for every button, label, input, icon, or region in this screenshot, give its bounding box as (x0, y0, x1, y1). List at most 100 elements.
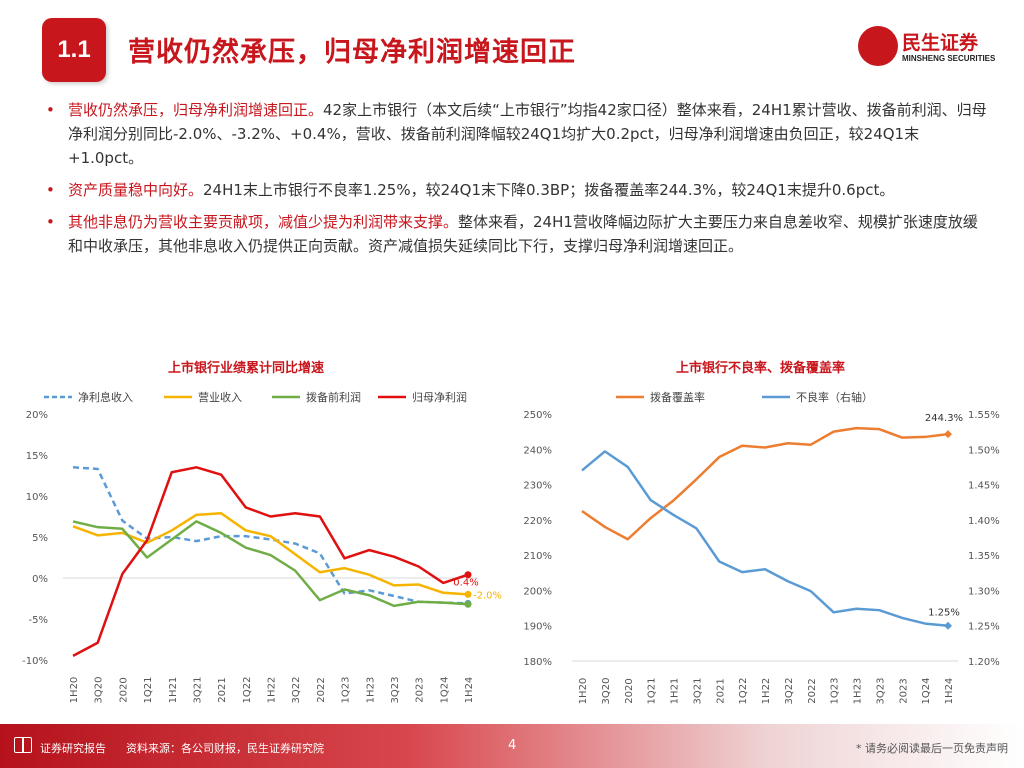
end-point-marker (464, 571, 472, 579)
y-right-tick-label: 1.35% (968, 551, 1000, 562)
x-tick-label: 1Q24 (921, 678, 932, 705)
bullet-heading: 资产质量稳中向好。 (68, 181, 204, 199)
bullet-item: 营收仍然承压，归母净利润增速回正。42家上市银行（本文后续“上市银行”均指42家… (44, 98, 988, 170)
end-point-marker (944, 621, 952, 630)
legend-label: 净利息收入 (78, 390, 133, 404)
page-title: 营收仍然承压，归母净利润增速回正 (128, 37, 576, 68)
y-right-tick-label: 1.55% (968, 410, 1000, 421)
x-tick-label: 2020 (118, 677, 129, 702)
bullet-text: 42家上市银行（本文后续“上市银行”均指42家口径）整体来看，24H1累计营收、… (68, 101, 987, 167)
series-line (72, 466, 469, 605)
legend-label: 拨备覆盖率 (650, 390, 705, 404)
x-tick-label: 2022 (316, 677, 327, 702)
x-tick-label: 1H21 (168, 677, 179, 704)
y-tick-label: 5% (32, 533, 48, 544)
y-tick-label: -5% (29, 615, 48, 626)
legend-label: 归母净利润 (412, 390, 467, 404)
y-right-tick-label: 1.50% (968, 445, 1000, 456)
book-icon (14, 737, 32, 753)
series-line (581, 450, 949, 627)
section-number: 1.1 (57, 36, 91, 63)
x-tick-label: 1H22 (761, 678, 772, 705)
company-logo: 民生证券 MINSHENG SECURITIES (858, 26, 1008, 66)
x-tick-label: 2022 (807, 678, 818, 703)
x-tick-label: 3Q23 (390, 677, 401, 704)
x-tick-label: 1Q23 (341, 677, 352, 704)
legend-label: 拨备前利润 (306, 390, 361, 404)
y-right-tick-label: 1.20% (968, 657, 1000, 668)
y-left-tick-label: 180% (523, 657, 552, 668)
section-badge: 1.1 (42, 18, 106, 82)
y-left-tick-label: 240% (523, 445, 552, 456)
y-right-tick-label: 1.40% (968, 516, 1000, 527)
footer-section: 证券研究报告 (40, 742, 106, 755)
logo-text-cn: 民生证券 (902, 32, 979, 54)
chart1-title: 上市银行业绩累计同比增速 (168, 361, 325, 376)
x-tick-label: 2021 (715, 678, 726, 703)
chart2-title: 上市银行不良率、拨备覆盖率 (676, 361, 846, 376)
series-line (72, 466, 469, 658)
legend-label: 不良率（右轴） (796, 390, 873, 404)
y-right-tick-label: 1.45% (968, 481, 1000, 492)
y-left-tick-label: 230% (523, 481, 552, 492)
x-tick-label: 1Q21 (647, 678, 658, 705)
x-tick-label: 3Q21 (192, 677, 203, 704)
end-point-marker (464, 590, 472, 598)
y-left-tick-label: 210% (523, 551, 552, 562)
bullet-text: 24H1末上市银行不良率1.25%，较24Q1末下降0.3BP；拨备覆盖率244… (203, 181, 895, 199)
x-tick-label: 3Q21 (692, 678, 703, 705)
bullet-heading: 营收仍然承压，归母净利润增速回正。 (68, 101, 324, 119)
data-label: -2.0% (473, 590, 502, 601)
data-label: 244.3% (925, 413, 963, 424)
x-tick-label: 1Q22 (738, 678, 749, 705)
page-number: 4 (508, 738, 517, 753)
x-tick-label: 2020 (624, 678, 635, 703)
logo-mark-icon (858, 26, 898, 66)
x-tick-label: 1H22 (267, 677, 278, 704)
x-tick-label: 1H24 (464, 677, 475, 704)
x-tick-label: 1H24 (944, 678, 955, 705)
bullet-text: 整体来看，24H1营收降幅边际扩大主要压力来自息差收窄、规模扩张速度放缓和中收承… (68, 213, 978, 255)
x-tick-label: 2021 (217, 677, 228, 702)
legend-label: 营业收入 (198, 390, 242, 404)
y-tick-label: 20% (26, 410, 48, 421)
footer-disclaimer: * 请务必阅读最后一页免责声明 (856, 742, 1008, 755)
x-tick-label: 3Q20 (601, 678, 612, 705)
y-tick-label: -10% (22, 656, 48, 667)
x-tick-label: 3Q22 (784, 678, 795, 705)
x-tick-label: 1Q21 (143, 677, 154, 704)
bullet-item: 其他非息仍为营收主要贡献项，减值少提为利润带来支撑。整体来看，24H1营收降幅边… (44, 210, 988, 258)
y-right-tick-label: 1.25% (968, 622, 1000, 633)
bullet-heading: 其他非息仍为营收主要贡献项，减值少提为利润带来支撑。 (68, 213, 459, 231)
bullet-item: 资产质量稳中向好。24H1末上市银行不良率1.25%，较24Q1末下降0.3BP… (44, 178, 988, 202)
x-tick-label: 1Q23 (830, 678, 841, 705)
x-tick-label: 3Q20 (94, 677, 105, 704)
growth-chart: 净利息收入 营业收入 拨备前利润 归母净利润 20% 15% 10% 5% 0% -5% -10% 1… (22, 390, 502, 704)
y-left-tick-label: 220% (523, 516, 552, 527)
x-tick-label: 3Q23 (875, 678, 886, 705)
end-point-marker (944, 430, 952, 439)
footer-source: 资料来源：各公司财报，民生证券研究院 (126, 742, 324, 755)
y-tick-label: 0% (32, 574, 48, 585)
footer: 证券研究报告 资料来源：各公司财报，民生证券研究院 4 * 请务必阅读最后一页免… (0, 724, 1024, 768)
x-tick-label: 1H20 (69, 677, 80, 704)
data-label: 0.4% (453, 578, 478, 589)
series-line (581, 426, 949, 541)
y-tick-label: 10% (26, 492, 48, 503)
data-label: 1.25% (928, 608, 960, 619)
y-left-tick-label: 250% (523, 410, 552, 421)
x-tick-label: 2023 (415, 677, 426, 702)
y-tick-label: 15% (26, 451, 48, 462)
end-point-marker (464, 600, 472, 608)
asset-quality-chart: 拨备覆盖率 不良率（右轴） 250% 240% 230% 220% 210% 200% 190%… (523, 390, 1000, 705)
x-tick-label: 1Q24 (439, 677, 450, 704)
y-left-tick-label: 190% (523, 622, 552, 633)
series-line (72, 520, 469, 608)
y-left-tick-label: 200% (523, 586, 552, 597)
x-tick-label: 1H20 (578, 678, 589, 705)
x-tick-label: 1Q22 (242, 677, 253, 704)
x-tick-label: 1H21 (670, 678, 681, 705)
x-tick-label: 2023 (898, 678, 909, 703)
x-tick-label: 3Q22 (291, 677, 302, 704)
x-tick-label: 1H23 (853, 678, 864, 705)
